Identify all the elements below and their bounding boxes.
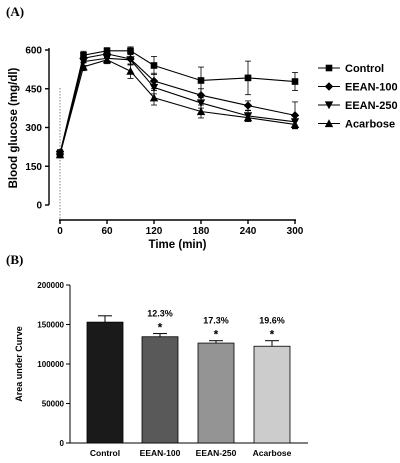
y-tick-label: 50000 <box>42 400 65 409</box>
significance-marker: * <box>158 321 163 335</box>
data-point <box>196 91 206 100</box>
legend-label: Acarbose <box>345 119 395 131</box>
data-point <box>79 58 88 66</box>
y-tick-label: 450 <box>25 84 42 95</box>
x-tick-label: 120 <box>146 226 163 237</box>
series-eean-100 <box>55 49 300 159</box>
data-point <box>196 99 206 108</box>
x-tick-label: Control <box>90 448 120 458</box>
y-tick-label: 150000 <box>37 321 64 330</box>
y-tick-label: 300 <box>25 123 42 134</box>
data-point <box>126 66 135 75</box>
legend-marker <box>324 82 334 91</box>
legend-marker <box>325 64 333 72</box>
y-tick-label: 100000 <box>37 360 64 369</box>
x-tick-label: EEAN-100 <box>140 448 181 458</box>
series-line <box>59 53 296 155</box>
bar-chart: 0 50000 100000 150000 200000 Area under Curve… <box>14 281 308 458</box>
data-point <box>290 120 300 128</box>
legend-marker <box>324 119 334 128</box>
legend-label: EEAN-250 <box>345 100 398 112</box>
series-eean-250 <box>55 54 300 159</box>
x-tick-label: EEAN-250 <box>196 448 237 458</box>
significance-marker: * <box>214 328 219 342</box>
legend-label: EEAN-100 <box>345 82 398 94</box>
x-axis-title: Time (min) <box>149 239 207 251</box>
legend: Control EEAN-100 EEAN-250 Acarbose <box>318 63 398 131</box>
percent-reduction-label: 12.3% <box>147 309 173 319</box>
data-point <box>243 113 253 122</box>
x-tick-label: 180 <box>193 226 210 237</box>
x-tick-label: 300 <box>287 226 304 237</box>
y-tick-label: 200000 <box>37 281 64 290</box>
panel-b-label: (B) <box>6 252 24 267</box>
series-line <box>59 59 296 155</box>
data-point <box>291 78 299 85</box>
legend-label: Control <box>345 63 384 75</box>
bar-eean-100 <box>141 333 179 444</box>
bar-control <box>86 315 124 444</box>
series-line <box>59 50 296 154</box>
data-point <box>79 62 88 71</box>
series-acarbose <box>55 55 300 159</box>
data-point <box>55 150 65 159</box>
data-point <box>197 77 205 84</box>
data-point <box>149 83 159 92</box>
data-point <box>244 74 252 82</box>
y-tick-label: 0 <box>60 439 65 448</box>
bar-acarbose <box>253 340 291 444</box>
line-chart: 0 150 300 450 600 0 60 120 180 240 300 Time (min) Bl… <box>8 46 398 252</box>
y-axis-title: Blood glucose (mg/dl) <box>8 67 20 188</box>
panel-a-label: (A) <box>6 4 25 19</box>
percent-reduction-label: 19.6% <box>259 316 285 326</box>
y-axis-title: Area under Curve <box>14 326 24 402</box>
data-point <box>243 101 253 110</box>
data-point <box>290 111 300 120</box>
x-tick-label: 60 <box>101 226 113 237</box>
bar <box>141 336 179 444</box>
data-point <box>149 93 159 102</box>
data-point <box>102 55 112 64</box>
series-line <box>59 57 296 155</box>
bar-eean-250 <box>197 340 235 444</box>
bar <box>253 345 291 444</box>
data-point <box>126 56 135 65</box>
y-tick-label: 600 <box>25 46 42 57</box>
y-tick-label: 150 <box>25 162 42 173</box>
x-tick-label: 240 <box>240 226 257 237</box>
data-point <box>196 107 206 116</box>
legend-marker <box>324 101 334 110</box>
data-point <box>127 47 134 55</box>
percent-reduction-label: 17.3% <box>203 316 229 326</box>
x-tick-label: 0 <box>57 226 63 237</box>
x-tick-label: Acarbose <box>253 448 292 458</box>
y-tick-label: 0 <box>36 201 42 212</box>
bar <box>197 342 235 444</box>
significance-marker: * <box>270 328 275 342</box>
data-point <box>150 62 158 69</box>
bar <box>86 321 124 444</box>
